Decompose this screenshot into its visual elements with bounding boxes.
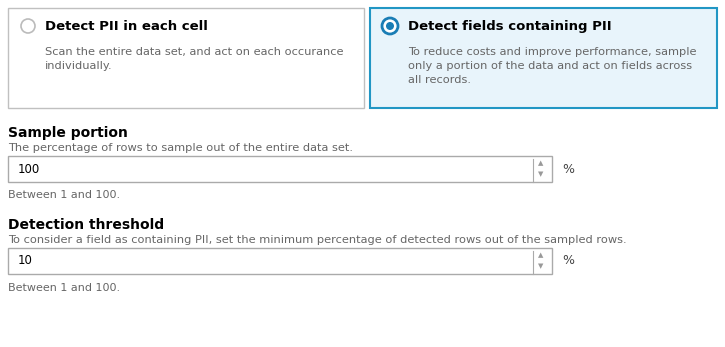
Circle shape	[386, 22, 394, 30]
Text: only a portion of the data and act on fields across: only a portion of the data and act on fi…	[408, 61, 692, 71]
Bar	[8, 248, 552, 274]
Text: Between 1 and 100.: Between 1 and 100.	[8, 283, 120, 293]
Text: ▼: ▼	[538, 171, 544, 177]
Bar	[8, 156, 552, 182]
Text: individually.: individually.	[45, 61, 112, 71]
Bar	[8, 8, 364, 108]
Text: %: %	[562, 254, 574, 268]
Text: ▲: ▲	[538, 252, 544, 258]
Circle shape	[382, 18, 398, 34]
Text: Sample portion: Sample portion	[8, 126, 128, 140]
Text: %: %	[562, 162, 574, 176]
Text: all records.: all records.	[408, 75, 471, 85]
Text: Scan the entire data set, and act on each occurance: Scan the entire data set, and act on eac…	[45, 47, 344, 57]
Circle shape	[21, 19, 35, 33]
Text: 10: 10	[18, 254, 33, 268]
Text: The percentage of rows to sample out of the entire data set.: The percentage of rows to sample out of …	[8, 143, 353, 153]
Text: To consider a field as containing PII, set the minimum percentage of detected ro: To consider a field as containing PII, s…	[8, 235, 626, 245]
Bar	[370, 8, 717, 108]
Text: Detect fields containing PII: Detect fields containing PII	[408, 19, 612, 33]
Text: To reduce costs and improve performance, sample: To reduce costs and improve performance,…	[408, 47, 697, 57]
Text: Detection threshold: Detection threshold	[8, 218, 164, 232]
Text: 100: 100	[18, 162, 41, 176]
Text: ▲: ▲	[538, 160, 544, 166]
Text: Between 1 and 100.: Between 1 and 100.	[8, 190, 120, 200]
Text: ▼: ▼	[538, 263, 544, 269]
Text: Detect PII in each cell: Detect PII in each cell	[45, 19, 208, 33]
